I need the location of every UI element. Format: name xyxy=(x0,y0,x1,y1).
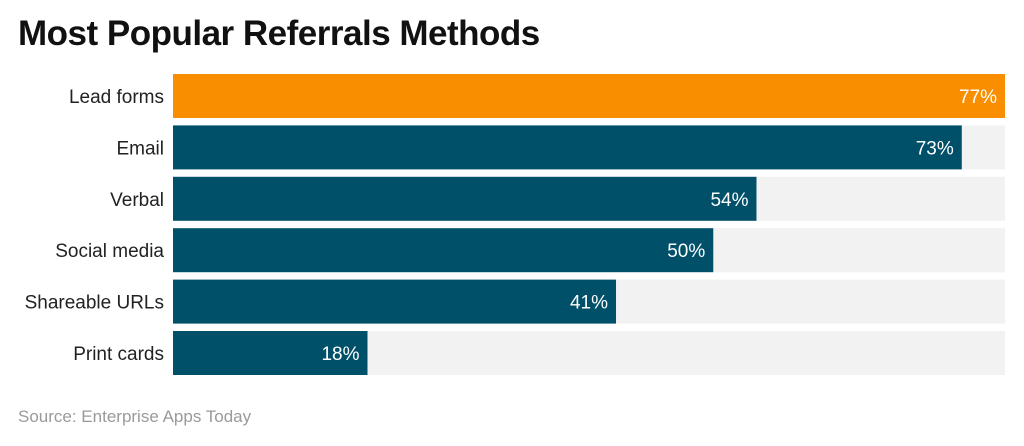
value-label: 41% xyxy=(570,293,608,314)
bar xyxy=(173,279,617,324)
chart-title: Most Popular Referrals Methods xyxy=(18,14,540,53)
category-label: Social media xyxy=(55,241,164,262)
bar xyxy=(173,125,962,170)
category-label: Email xyxy=(116,138,164,159)
bar-chart: Lead forms 77% Email 73% Verbal 54% Social med… xyxy=(25,74,1005,375)
value-label: 50% xyxy=(667,241,705,262)
value-label: 77% xyxy=(959,87,997,108)
category-label: Lead forms xyxy=(69,87,164,108)
bar xyxy=(173,228,714,273)
value-label: 18% xyxy=(321,344,359,365)
bar xyxy=(173,74,1005,118)
value-label: 54% xyxy=(710,190,748,211)
value-label: 73% xyxy=(916,138,954,159)
source-note: Source: Enterprise Apps Today xyxy=(18,407,252,426)
category-label: Shareable URLs xyxy=(25,293,164,314)
category-label: Print cards xyxy=(73,344,164,365)
bar xyxy=(173,176,757,221)
category-label: Verbal xyxy=(110,190,164,211)
bar xyxy=(173,331,368,375)
